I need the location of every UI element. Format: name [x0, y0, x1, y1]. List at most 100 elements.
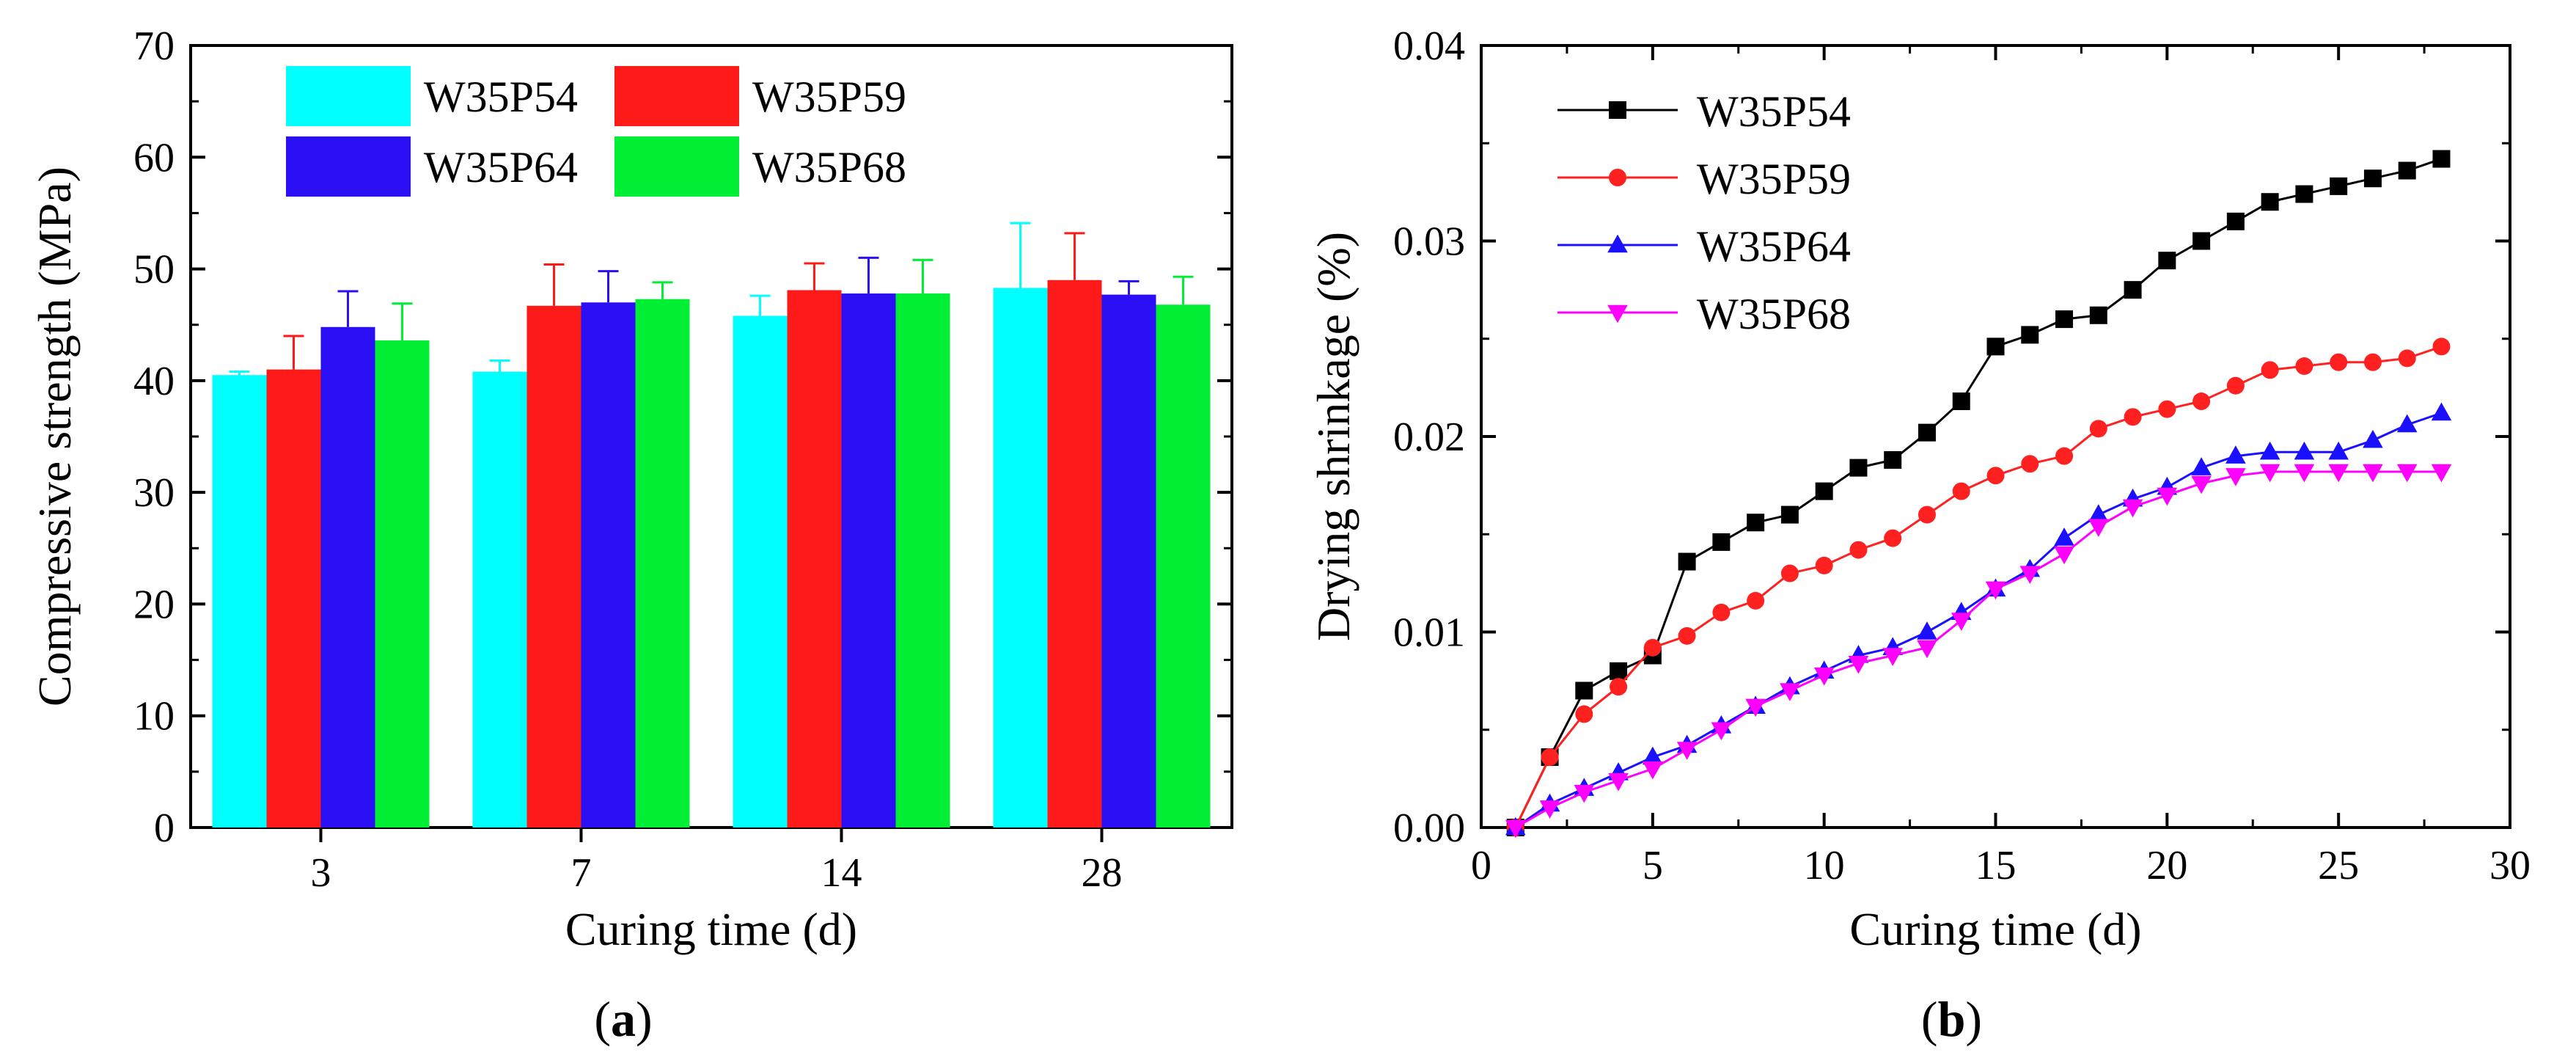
point-W35P54-17 [2055, 310, 2074, 329]
point-W35P54-16 [2021, 326, 2039, 344]
point-W35P54-28 [2432, 150, 2451, 168]
y-tick-label: 0.00 [1393, 806, 1465, 851]
point-W35P68-13 [1917, 640, 1937, 659]
x-tick-label: 15 [1975, 843, 2017, 888]
point-W35P68-20 [2157, 487, 2178, 506]
y-tick-label: 0.04 [1393, 23, 1465, 69]
point-W35P68-7 [1711, 722, 1732, 741]
point-W35P54-27 [2398, 161, 2416, 180]
plot-frame [1480, 44, 2511, 829]
point-W35P68-6 [1676, 742, 1698, 760]
x-tick-label: 0 [1471, 843, 1491, 888]
x-tick-label: 3 [311, 850, 331, 896]
point-W35P68-3 [1574, 784, 1595, 803]
legend-marker-W35P68 [1607, 304, 1628, 324]
point-W35P64-22 [2225, 445, 2246, 464]
point-W35P68-5 [1643, 761, 1663, 780]
point-W35P64-13 [1917, 621, 1937, 640]
point-W35P54-12 [1884, 450, 1902, 469]
bar-W35P59-3 [266, 369, 321, 828]
x-axis-title: Curing time (d) [1849, 903, 2141, 955]
point-W35P68-18 [2088, 519, 2109, 537]
bar-W35P64-28 [1101, 294, 1156, 828]
point-W35P59-16 [2021, 455, 2039, 473]
y-tick-label: 50 [133, 247, 175, 293]
point-W35P64-5 [1643, 746, 1663, 765]
point-W35P59-3 [1575, 705, 1593, 723]
legend-label-W35P59: W35P59 [1697, 155, 1851, 203]
point-W35P59-26 [2363, 353, 2382, 371]
point-W35P59-19 [2124, 408, 2142, 426]
legend-marker-W35P54 [1609, 101, 1626, 119]
point-W35P59-14 [1952, 482, 1970, 500]
y-tick-label: 30 [133, 470, 175, 516]
point-W35P68-19 [2122, 499, 2143, 518]
point-W35P68-14 [1951, 613, 1972, 631]
y-axis-title: Drying shrinkage (%) [1307, 232, 1359, 641]
panel-label-letter: b [1938, 991, 1966, 1047]
panel-label-open: ( [1921, 991, 1938, 1047]
point-W35P54-7 [1712, 533, 1731, 551]
point-W35P59-6 [1678, 627, 1696, 645]
panel-label-letter: a [611, 991, 636, 1047]
point-W35P54-24 [2295, 185, 2313, 203]
point-W35P59-15 [1986, 467, 2005, 485]
point-W35P59-7 [1712, 603, 1731, 621]
legend-label-W35P59: W35P59 [752, 73, 906, 121]
point-W35P59-5 [1643, 638, 1662, 657]
point-W35P64-28 [2431, 402, 2452, 421]
point-W35P68-23 [2259, 464, 2280, 483]
x-tick-label: 7 [571, 850, 592, 896]
point-W35P68-16 [2019, 566, 2041, 584]
y-axis-title: Compressive strength (MPa) [29, 167, 81, 706]
y-tick-label: 60 [133, 135, 175, 180]
point-W35P68-10 [1813, 667, 1835, 686]
point-W35P59-11 [1849, 541, 1868, 559]
x-tick-label: 30 [2489, 843, 2531, 888]
x-tick-label: 25 [2318, 843, 2359, 888]
bar-W35P54-7 [472, 371, 527, 828]
bar-W35P64-3 [320, 326, 375, 828]
point-W35P64-24 [2294, 441, 2315, 460]
y-tick-label: 70 [133, 23, 175, 69]
y-tick-label: 20 [133, 582, 175, 627]
point-W35P54-11 [1849, 459, 1868, 477]
panel-label-b: (b) [1921, 991, 1982, 1047]
legend-marker-W35P59 [1609, 169, 1626, 186]
legend-label-W35P54: W35P54 [1697, 87, 1851, 136]
x-tick-label: 10 [1804, 843, 1845, 888]
legend-swatch-W35P64 [286, 136, 411, 197]
panel-label-close: ) [1965, 991, 1982, 1047]
point-W35P59-21 [2192, 392, 2211, 411]
point-W35P68-2 [1539, 800, 1560, 819]
point-W35P59-22 [2226, 376, 2245, 395]
point-W35P64-27 [2396, 414, 2418, 433]
point-W35P68-27 [2396, 464, 2418, 483]
point-W35P68-4 [1608, 772, 1629, 792]
point-W35P59-27 [2398, 349, 2416, 368]
point-W35P59-20 [2158, 400, 2176, 418]
y-tick-label: 40 [133, 359, 175, 404]
point-W35P68-1 [1505, 819, 1526, 839]
point-W35P68-11 [1848, 655, 1869, 674]
legend-label-W35P64: W35P64 [424, 143, 578, 191]
point-W35P68-9 [1780, 683, 1800, 701]
point-W35P54-19 [2124, 281, 2142, 299]
point-W35P68-25 [2328, 464, 2349, 483]
point-W35P68-22 [2225, 468, 2246, 486]
point-W35P68-24 [2294, 464, 2315, 483]
series-line-W35P54 [1514, 158, 2442, 828]
x-tick-label: 20 [2146, 843, 2187, 888]
point-W35P64-18 [2088, 504, 2109, 522]
bar-W35P59-28 [1047, 280, 1102, 828]
bar-W35P54-3 [212, 375, 267, 828]
point-W35P64-21 [2191, 457, 2212, 475]
y-tick-label: 0.03 [1393, 219, 1465, 265]
panel-label-close: ) [636, 991, 653, 1047]
point-W35P68-15 [1985, 581, 2006, 600]
panel-label-a: (a) [594, 991, 652, 1047]
point-W35P68-28 [2431, 464, 2452, 483]
point-W35P54-3 [1575, 682, 1593, 700]
series-line-W35P59 [1514, 345, 2442, 828]
